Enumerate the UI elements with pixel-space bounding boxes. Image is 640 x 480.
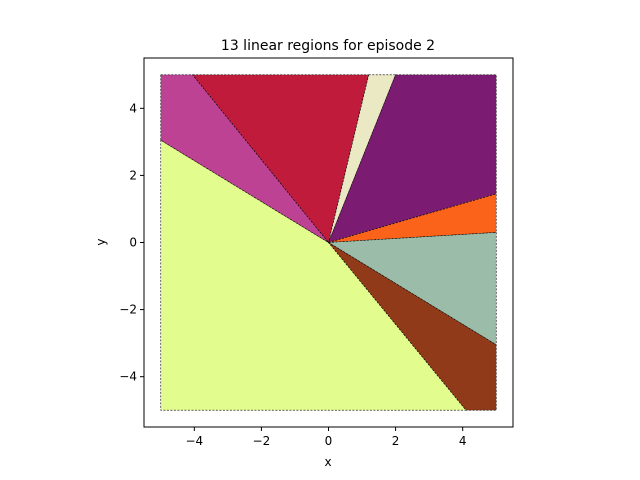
y-tick-label: 0	[129, 236, 137, 250]
linear-region-8	[328, 242, 497, 411]
x-tick-label: 0	[325, 434, 333, 448]
x-tick-label: 4	[459, 434, 467, 448]
y-tick-label: −4	[119, 370, 137, 384]
y-tick-label: −2	[119, 303, 137, 317]
linear-region-6	[328, 193, 497, 243]
linear-region-3	[192, 74, 370, 244]
y-tick-label: 4	[129, 101, 137, 115]
linear-region-5	[327, 74, 497, 243]
chart-title: 13 linear regions for episode 2	[221, 38, 435, 54]
ticks-layer: −4 −2 0 2 4 −4 −2 0 2 4	[119, 101, 466, 448]
regions-layer	[160, 74, 497, 411]
x-axis-label: x	[324, 455, 331, 469]
linear-region-2	[160, 74, 329, 243]
x-tick-label: 2	[392, 434, 400, 448]
y-tick-label: 2	[129, 168, 137, 182]
y-axis-label: y	[94, 238, 108, 245]
x-tick-label: −2	[253, 434, 271, 448]
x-tick-label: −4	[185, 434, 203, 448]
